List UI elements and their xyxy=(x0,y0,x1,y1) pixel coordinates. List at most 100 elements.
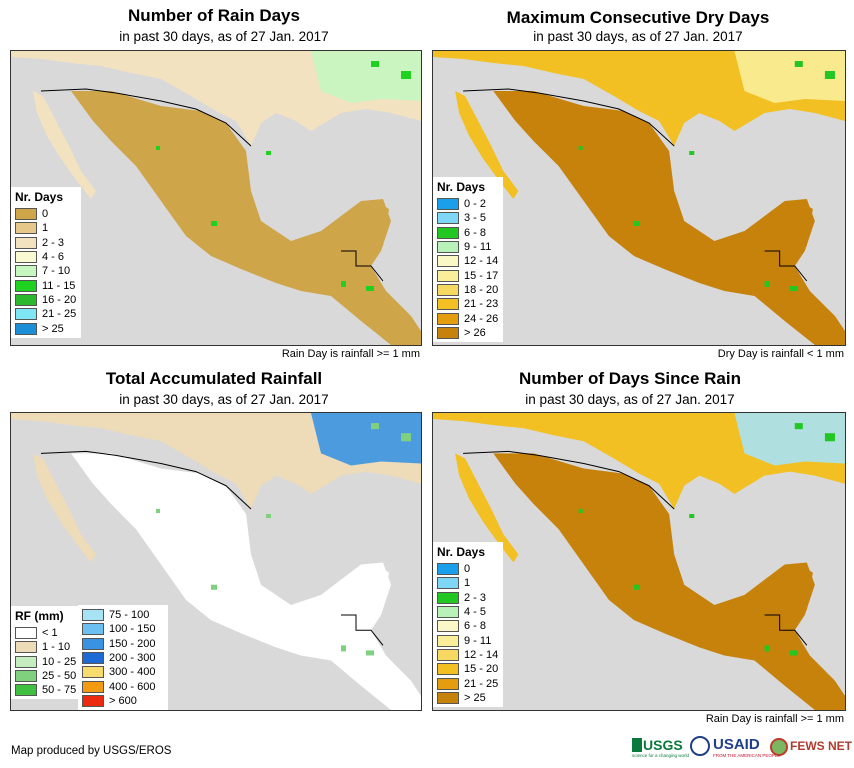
legend-swatch xyxy=(437,677,459,690)
legend-item: 24 - 26 xyxy=(437,311,499,325)
border-line xyxy=(40,450,252,510)
legend-swatch xyxy=(437,255,459,268)
map-note-dry-days: Dry Day is rainfall < 1 mm xyxy=(717,348,844,360)
border-line xyxy=(463,450,675,510)
accent-cell xyxy=(211,221,217,226)
legend-item: 3 - 5 xyxy=(437,211,499,225)
legend-swatch xyxy=(437,226,459,239)
usgs-logo: USGS science for a changing world xyxy=(632,737,690,761)
legend-swatch xyxy=(82,694,104,707)
legend-swatch xyxy=(437,241,459,254)
legend-swatch xyxy=(437,663,459,676)
legend-item: 200 - 300 xyxy=(82,651,164,665)
legend-label: 25 - 50 xyxy=(42,670,77,683)
legend-label: 100 - 150 xyxy=(109,623,156,636)
legend-swatch xyxy=(437,606,459,619)
legend-label: 50 - 75 xyxy=(42,684,77,697)
legend-item: 12 - 14 xyxy=(437,254,499,268)
legend-label: 11 - 15 xyxy=(42,279,76,292)
panel-title-dry-days: Maximum Consecutive Dry Days xyxy=(506,8,770,27)
legend-swatch xyxy=(437,298,459,311)
legend-item: 4 - 6 xyxy=(15,250,77,264)
baja-peninsula-shape xyxy=(33,453,96,563)
panel-title-days-since-rain: Number of Days Since Rain xyxy=(518,369,741,388)
legend-item: > 25 xyxy=(437,691,499,705)
legend-label: 9 - 11 xyxy=(464,241,492,254)
accent-cell xyxy=(764,645,770,652)
yucatan-shape xyxy=(772,564,813,621)
accent-cell xyxy=(689,151,695,155)
border-line xyxy=(341,250,384,282)
accent-cell xyxy=(341,645,346,652)
accent-cell xyxy=(794,423,803,430)
legend-swatch xyxy=(437,577,459,590)
usgs-logo-text: USGS xyxy=(643,737,683,753)
legend-item: 15 - 17 xyxy=(437,268,499,282)
legend-label: 0 - 2 xyxy=(464,198,487,211)
accent-cell xyxy=(156,508,160,514)
legend-swatch xyxy=(82,652,104,665)
legend-swatch xyxy=(15,684,37,697)
legend-swatch xyxy=(15,655,37,668)
legend-label: 6 - 8 xyxy=(464,226,487,239)
credit-text: Map produced by USGS/EROS xyxy=(11,745,172,757)
legend-label: > 25 xyxy=(42,322,64,335)
panel-subtitle-total-rainfall: in past 30 days, as of 27 Jan. 2017 xyxy=(119,392,329,407)
accent-cell xyxy=(371,423,379,430)
legend-item: 2 - 3 xyxy=(15,236,77,250)
legend-title: Nr. Days xyxy=(15,190,64,204)
border-line xyxy=(463,88,675,147)
legend-title: Nr. Days xyxy=(437,545,486,559)
legend-swatch xyxy=(437,620,459,633)
legend-label: 21 - 25 xyxy=(464,677,499,690)
accent-cell xyxy=(341,281,346,287)
legend-swatch xyxy=(15,670,37,683)
legend-label: 2 - 3 xyxy=(464,591,487,604)
fews-net-globe-icon xyxy=(770,738,788,756)
legend-item: 25 - 50 xyxy=(15,669,77,683)
fews-net-logo: FEWS NET xyxy=(770,736,852,762)
accent-cell xyxy=(266,514,271,519)
accent-cell xyxy=(794,61,803,67)
legend-label: 12 - 14 xyxy=(464,648,499,661)
legend-item: 1 - 10 xyxy=(15,640,77,654)
legend-label: 75 - 100 xyxy=(109,609,150,622)
panel-subtitle-rain-days: in past 30 days, as of 27 Jan. 2017 xyxy=(119,29,329,44)
northeast-region-shape xyxy=(734,51,845,103)
legend-label: 1 xyxy=(42,222,49,235)
accent-cell xyxy=(578,508,583,514)
legend-item: 21 - 25 xyxy=(15,307,77,321)
northeast-region-shape xyxy=(311,51,421,103)
border-line xyxy=(764,614,808,646)
legend-item: 6 - 8 xyxy=(437,226,499,240)
legend-item: 0 - 2 xyxy=(437,197,499,211)
legend-item: 6 - 8 xyxy=(437,619,499,633)
legend-item: 0 xyxy=(437,562,499,576)
legend-label: 12 - 14 xyxy=(464,255,499,268)
legend-label: < 1 xyxy=(42,627,58,640)
legend-swatch xyxy=(15,322,37,335)
fews-net-logo-text: FEWS NET xyxy=(790,739,852,753)
legend-item: 1 xyxy=(15,221,77,235)
legend-label: 15 - 20 xyxy=(464,663,499,676)
accent-cell xyxy=(789,650,798,656)
legend-swatch xyxy=(82,637,104,650)
panel-title-rain-days: Number of Rain Days xyxy=(128,6,300,25)
legend-swatch xyxy=(15,627,37,640)
legend-swatch xyxy=(15,265,37,278)
legend-swatch xyxy=(15,641,37,654)
legend-swatch xyxy=(15,293,37,306)
legend-label: 24 - 26 xyxy=(464,312,499,325)
map-note-rain-days: Rain Day is rainfall >= 1 mm xyxy=(281,348,420,360)
legend-label: 21 - 23 xyxy=(464,298,499,311)
mexico-mainland-shape xyxy=(71,453,421,710)
legend-label: 4 - 5 xyxy=(464,606,487,619)
legend-item: 7 - 10 xyxy=(15,264,77,278)
legend-swatch xyxy=(437,269,459,282)
usgs-tagline: science for a changing world xyxy=(632,753,690,758)
